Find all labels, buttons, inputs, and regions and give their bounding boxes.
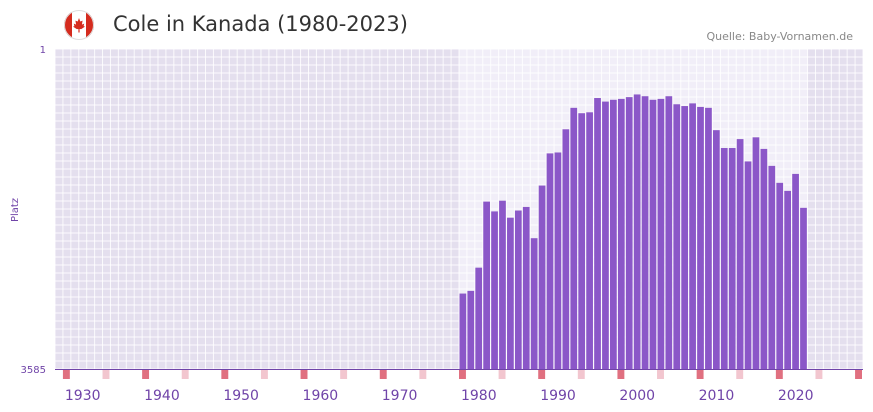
bar-1982 bbox=[491, 211, 498, 369]
x-tick-label: 1950 bbox=[223, 388, 259, 404]
source-credit: Quelle: Baby-Vornamen.de bbox=[706, 30, 853, 43]
bar-2016 bbox=[760, 148, 768, 369]
x-tick-label: 1990 bbox=[540, 388, 576, 404]
bar-1998 bbox=[617, 98, 625, 370]
bar-2007 bbox=[689, 103, 696, 369]
x-tick-label: 1930 bbox=[65, 388, 101, 404]
bar-1988 bbox=[538, 185, 546, 369]
bar-2019 bbox=[784, 190, 792, 369]
bar-2011 bbox=[720, 148, 728, 369]
bar-1983 bbox=[499, 200, 506, 369]
bar-2018 bbox=[776, 182, 784, 369]
bar-2004 bbox=[665, 96, 673, 369]
bar-2021 bbox=[800, 207, 807, 369]
x-tick-label: 1980 bbox=[461, 388, 497, 404]
bar-1981 bbox=[483, 201, 490, 369]
year-marker-minor bbox=[657, 370, 664, 379]
x-tick-label: 1940 bbox=[144, 388, 180, 404]
x-tick-label: 2010 bbox=[699, 388, 735, 404]
bar-1989 bbox=[546, 153, 554, 369]
bar-1979 bbox=[467, 290, 475, 369]
year-marker-major bbox=[221, 370, 229, 379]
y-tick-label-top: 1 bbox=[40, 45, 46, 56]
bar-2008 bbox=[697, 106, 704, 370]
canada-flag-icon bbox=[64, 10, 94, 40]
y-axis-label: Platz bbox=[10, 198, 21, 222]
bar-1994 bbox=[586, 112, 593, 369]
year-marker-minor bbox=[815, 370, 823, 379]
bar-1991 bbox=[562, 129, 570, 369]
bar-1999 bbox=[625, 97, 633, 369]
y-tick-label-bottom: 3585 bbox=[21, 365, 46, 376]
bar-1985 bbox=[514, 210, 522, 369]
bar-series bbox=[459, 94, 807, 370]
bar-2003 bbox=[657, 98, 665, 370]
bar-1978 bbox=[459, 293, 467, 369]
year-marker-minor bbox=[419, 370, 427, 379]
bar-1984 bbox=[507, 217, 514, 369]
year-marker-major bbox=[538, 370, 546, 379]
y-axis-ticks: 1 3585 bbox=[21, 45, 46, 376]
bar-1990 bbox=[554, 152, 562, 369]
bar-1997 bbox=[610, 99, 617, 369]
bar-2017 bbox=[768, 165, 776, 369]
year-marker-minor bbox=[102, 370, 110, 379]
bar-2009 bbox=[705, 107, 712, 369]
chart-header: Cole in Kanada (1980-2023) Quelle: Baby-… bbox=[0, 0, 873, 48]
bar-1987 bbox=[530, 238, 538, 369]
year-markers bbox=[62, 370, 862, 379]
plot-grid bbox=[54, 48, 864, 370]
year-marker-major bbox=[379, 370, 387, 379]
year-marker-minor bbox=[181, 370, 189, 379]
x-tick-label: 1960 bbox=[303, 388, 339, 404]
year-marker-minor bbox=[736, 370, 744, 379]
bar-1993 bbox=[578, 113, 586, 369]
year-marker-major bbox=[459, 370, 466, 379]
bar-1986 bbox=[522, 206, 530, 369]
bar-2000 bbox=[633, 94, 641, 370]
x-tick-label: 2020 bbox=[778, 388, 814, 404]
bar-2006 bbox=[681, 106, 689, 369]
year-marker-major bbox=[775, 370, 783, 379]
bar-1980 bbox=[475, 267, 483, 369]
bar-2015 bbox=[752, 137, 760, 369]
year-marker-minor bbox=[260, 370, 268, 379]
bar-2020 bbox=[792, 173, 799, 369]
bar-1995 bbox=[594, 98, 601, 370]
year-marker-major bbox=[142, 370, 150, 379]
bar-2001 bbox=[641, 96, 649, 369]
chart-title: Cole in Kanada (1980-2023) bbox=[113, 12, 408, 36]
bar-1996 bbox=[602, 101, 609, 369]
x-tick-label: 1970 bbox=[382, 388, 418, 404]
bar-2012 bbox=[728, 148, 736, 369]
bar-2010 bbox=[712, 130, 720, 369]
year-marker-minor bbox=[340, 370, 348, 379]
bar-1992 bbox=[570, 107, 578, 369]
bar-2002 bbox=[649, 99, 657, 369]
year-marker-minor bbox=[577, 370, 585, 379]
year-marker-major bbox=[696, 370, 704, 379]
year-marker-major bbox=[617, 370, 625, 379]
year-marker-major bbox=[300, 370, 308, 379]
x-tick-label: 2000 bbox=[619, 388, 655, 404]
year-marker-major bbox=[62, 370, 70, 379]
bar-2014 bbox=[744, 161, 752, 369]
year-marker-minor bbox=[498, 370, 506, 379]
year-marker-major bbox=[855, 370, 862, 379]
bar-2013 bbox=[736, 139, 744, 369]
x-axis-ticks: 1930 1940 1950 1960 1970 1980 1990 2000 2010 2020 bbox=[65, 388, 814, 404]
bar-2005 bbox=[673, 104, 681, 370]
